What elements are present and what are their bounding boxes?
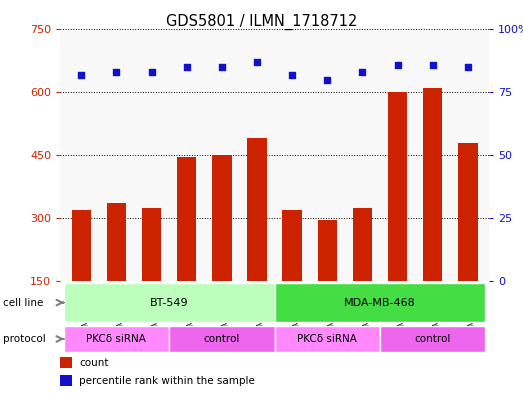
Text: GSM1338299: GSM1338299 <box>433 281 442 337</box>
Point <box>393 62 402 68</box>
Text: BT-549: BT-549 <box>150 298 188 308</box>
Bar <box>282 210 302 344</box>
Point <box>77 72 85 78</box>
Text: count: count <box>79 358 109 368</box>
Text: control: control <box>415 334 451 344</box>
Point <box>253 59 261 65</box>
Bar <box>212 155 232 344</box>
Text: control: control <box>203 334 240 344</box>
Bar <box>388 92 407 344</box>
Text: PKCδ siRNA: PKCδ siRNA <box>298 334 357 344</box>
FancyBboxPatch shape <box>169 326 275 352</box>
Point <box>183 64 191 70</box>
Bar <box>177 157 196 344</box>
Text: GSM1338298: GSM1338298 <box>81 281 90 337</box>
Bar <box>107 204 126 344</box>
Point <box>147 69 156 75</box>
Text: GSM1338295: GSM1338295 <box>397 281 406 337</box>
Text: GSM1338300: GSM1338300 <box>327 281 336 337</box>
Text: protocol: protocol <box>3 334 46 344</box>
FancyBboxPatch shape <box>275 326 380 352</box>
Text: GSM1338296: GSM1338296 <box>292 281 301 337</box>
Text: GSM1338303: GSM1338303 <box>468 281 477 337</box>
Point <box>323 77 332 83</box>
Text: percentile rank within the sample: percentile rank within the sample <box>79 376 255 386</box>
Text: GDS5801 / ILMN_1718712: GDS5801 / ILMN_1718712 <box>166 14 357 30</box>
FancyBboxPatch shape <box>64 326 169 352</box>
Text: MDA-MB-468: MDA-MB-468 <box>344 298 416 308</box>
Text: cell line: cell line <box>3 298 43 308</box>
Point <box>428 62 437 68</box>
Text: GSM1338305: GSM1338305 <box>257 281 266 337</box>
Text: GSM1338297: GSM1338297 <box>187 281 196 337</box>
Text: PKCδ siRNA: PKCδ siRNA <box>86 334 146 344</box>
Point <box>112 69 121 75</box>
Bar <box>423 88 442 344</box>
Point <box>358 69 367 75</box>
FancyBboxPatch shape <box>64 283 275 322</box>
Point <box>464 64 472 70</box>
Bar <box>317 220 337 344</box>
Bar <box>142 208 161 344</box>
Bar <box>458 143 477 344</box>
FancyBboxPatch shape <box>275 283 485 322</box>
Bar <box>72 210 91 344</box>
Bar <box>60 375 72 386</box>
Text: GSM1338304: GSM1338304 <box>362 281 371 337</box>
Point <box>218 64 226 70</box>
Bar <box>247 138 267 344</box>
Text: GSM1338302: GSM1338302 <box>117 281 126 337</box>
FancyBboxPatch shape <box>380 326 485 352</box>
Point <box>288 72 297 78</box>
Text: GSM1338301: GSM1338301 <box>222 281 231 337</box>
Text: GSM1338306: GSM1338306 <box>152 281 161 337</box>
Bar <box>353 208 372 344</box>
Bar <box>60 357 72 368</box>
